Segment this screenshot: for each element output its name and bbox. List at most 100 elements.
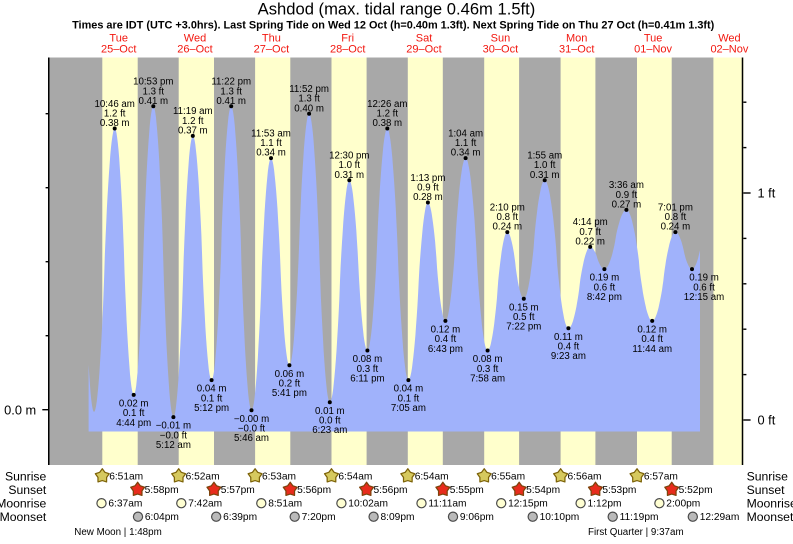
svg-text:Sunrise: Sunrise xyxy=(747,470,789,484)
svg-text:5:41 pm: 5:41 pm xyxy=(272,388,307,399)
svg-text:0.41 m: 0.41 m xyxy=(138,96,168,107)
svg-text:0.5 ft: 0.5 ft xyxy=(513,312,535,323)
svg-text:11:19pm: 11:19pm xyxy=(620,512,659,523)
svg-text:0.4 ft: 0.4 ft xyxy=(435,334,457,345)
svg-text:Mon: Mon xyxy=(566,33,587,45)
svg-text:12:30 pm: 12:30 pm xyxy=(329,151,369,162)
svg-text:01–Nov: 01–Nov xyxy=(634,44,672,56)
svg-text:11:53 am: 11:53 am xyxy=(251,128,291,139)
svg-text:8:09pm: 8:09pm xyxy=(381,512,415,523)
svg-text:02–Nov: 02–Nov xyxy=(710,44,748,56)
svg-text:7:58 am: 7:58 am xyxy=(470,373,505,384)
svg-text:29–Oct: 29–Oct xyxy=(406,44,441,56)
svg-text:11:44 am: 11:44 am xyxy=(632,344,672,355)
svg-text:6:04pm: 6:04pm xyxy=(145,512,179,523)
svg-text:2:00pm: 2:00pm xyxy=(666,499,700,510)
svg-text:0.3 ft: 0.3 ft xyxy=(357,364,379,375)
svg-text:10:10pm: 10:10pm xyxy=(540,512,580,523)
svg-text:7:22 pm: 7:22 pm xyxy=(506,322,541,333)
svg-text:0.27 m: 0.27 m xyxy=(612,200,642,211)
svg-text:6:39pm: 6:39pm xyxy=(223,512,257,523)
svg-text:0.0 ft: 0.0 ft xyxy=(319,416,341,427)
svg-text:0.8 ft: 0.8 ft xyxy=(497,212,519,223)
svg-text:0.12 m: 0.12 m xyxy=(637,325,667,336)
svg-text:0.38 m: 0.38 m xyxy=(100,118,130,129)
svg-text:5:53pm: 5:53pm xyxy=(602,485,636,496)
svg-text:2:10 pm: 2:10 pm xyxy=(490,202,525,213)
svg-text:5:58pm: 5:58pm xyxy=(145,485,179,496)
svg-text:New Moon | 1:48pm: New Moon | 1:48pm xyxy=(74,527,162,538)
svg-text:6:11 pm: 6:11 pm xyxy=(350,373,384,384)
svg-text:7:05 am: 7:05 am xyxy=(391,403,426,414)
svg-text:5:56pm: 5:56pm xyxy=(374,485,408,496)
svg-text:10:53 pm: 10:53 pm xyxy=(133,77,173,88)
svg-text:0.19 m: 0.19 m xyxy=(590,273,620,284)
svg-text:−0.0 ft: −0.0 ft xyxy=(238,424,266,435)
svg-text:0.6 ft: 0.6 ft xyxy=(594,282,616,293)
svg-text:1.1 ft: 1.1 ft xyxy=(455,138,477,149)
svg-text:6:43 pm: 6:43 pm xyxy=(428,344,463,355)
svg-text:0.41 m: 0.41 m xyxy=(216,96,246,107)
svg-text:0.1 ft: 0.1 ft xyxy=(201,393,223,404)
svg-text:1.2 ft: 1.2 ft xyxy=(104,109,126,120)
svg-text:0.34 m: 0.34 m xyxy=(451,148,481,159)
svg-text:0.2 ft: 0.2 ft xyxy=(279,379,301,390)
svg-text:0.28 m: 0.28 m xyxy=(413,192,443,203)
svg-text:First Quarter | 9:37am: First Quarter | 9:37am xyxy=(588,527,684,538)
svg-text:0.4 ft: 0.4 ft xyxy=(558,342,580,353)
svg-text:0.31 m: 0.31 m xyxy=(530,170,560,181)
svg-text:6:56am: 6:56am xyxy=(568,472,602,483)
svg-text:−0.00 m: −0.00 m xyxy=(234,414,269,425)
svg-text:Wed: Wed xyxy=(184,33,206,45)
svg-text:9:23 am: 9:23 am xyxy=(551,351,586,362)
svg-text:5:57pm: 5:57pm xyxy=(221,485,255,496)
svg-text:Moonrise: Moonrise xyxy=(747,497,793,511)
svg-text:6:51am: 6:51am xyxy=(109,472,143,483)
svg-text:0.02 m: 0.02 m xyxy=(119,399,149,410)
svg-text:0.01 m: 0.01 m xyxy=(315,406,345,417)
svg-text:Sunrise: Sunrise xyxy=(5,470,47,484)
svg-text:1:55 am: 1:55 am xyxy=(527,151,562,162)
svg-text:12:29am: 12:29am xyxy=(700,512,740,523)
svg-text:0.8 ft: 0.8 ft xyxy=(665,212,687,223)
svg-text:Thu: Thu xyxy=(262,33,281,45)
svg-text:Fri: Fri xyxy=(341,33,354,45)
svg-text:1:12pm: 1:12pm xyxy=(588,499,622,510)
svg-text:0.9 ft: 0.9 ft xyxy=(616,190,638,201)
svg-text:0.38 m: 0.38 m xyxy=(372,118,402,129)
svg-text:5:54pm: 5:54pm xyxy=(526,485,560,496)
svg-text:30–Oct: 30–Oct xyxy=(483,44,518,56)
svg-text:0.19 m: 0.19 m xyxy=(689,273,719,284)
svg-text:11:11am: 11:11am xyxy=(428,499,466,510)
svg-text:−0.01 m: −0.01 m xyxy=(156,421,191,432)
svg-text:4:44 pm: 4:44 pm xyxy=(116,418,151,429)
svg-text:1.0 ft: 1.0 ft xyxy=(339,160,361,171)
svg-text:1.2 ft: 1.2 ft xyxy=(182,116,204,127)
svg-text:0.37 m: 0.37 m xyxy=(178,126,208,137)
svg-text:5:55pm: 5:55pm xyxy=(450,485,484,496)
svg-text:4:14 pm: 4:14 pm xyxy=(573,217,608,228)
svg-text:Tue: Tue xyxy=(644,33,663,45)
svg-text:0.12 m: 0.12 m xyxy=(431,325,461,336)
svg-text:0.22 m: 0.22 m xyxy=(575,237,605,248)
svg-text:0.08 m: 0.08 m xyxy=(473,354,503,365)
svg-text:11:52 pm: 11:52 pm xyxy=(289,84,329,95)
svg-text:5:12 pm: 5:12 pm xyxy=(194,403,229,414)
svg-text:25–Oct: 25–Oct xyxy=(101,44,136,56)
svg-text:0.24 m: 0.24 m xyxy=(492,222,522,233)
svg-text:0.31 m: 0.31 m xyxy=(334,170,364,181)
svg-text:Moonset: Moonset xyxy=(747,510,793,524)
svg-text:7:20pm: 7:20pm xyxy=(302,512,336,523)
svg-text:0.06 m: 0.06 m xyxy=(275,369,305,380)
svg-text:0.34 m: 0.34 m xyxy=(256,148,286,159)
svg-text:10:02am: 10:02am xyxy=(348,499,388,510)
svg-text:6:55am: 6:55am xyxy=(491,472,525,483)
svg-text:1.2 ft: 1.2 ft xyxy=(377,109,399,120)
svg-text:−0.0 ft: −0.0 ft xyxy=(160,430,188,441)
svg-text:11:22 pm: 11:22 pm xyxy=(211,77,251,88)
svg-text:6:23 am: 6:23 am xyxy=(312,425,347,436)
svg-text:Times are IDT (UTC +3.0hrs). L: Times are IDT (UTC +3.0hrs). Last Spring… xyxy=(72,20,715,32)
svg-text:12:26 am: 12:26 am xyxy=(367,99,407,110)
svg-text:0.08 m: 0.08 m xyxy=(353,354,383,365)
svg-text:Ashdod (max. tidal range 0.46m: Ashdod (max. tidal range 0.46m 1.5ft) xyxy=(258,0,536,18)
